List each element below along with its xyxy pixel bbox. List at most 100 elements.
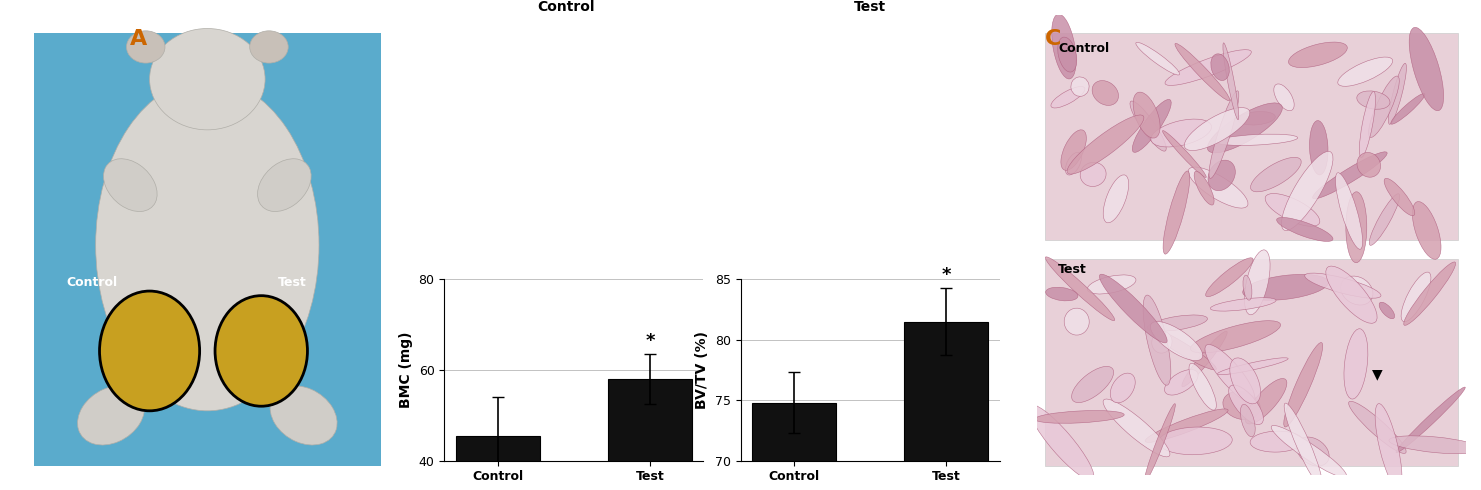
- Ellipse shape: [572, 100, 588, 110]
- Ellipse shape: [899, 174, 915, 185]
- Ellipse shape: [945, 112, 967, 126]
- Ellipse shape: [909, 124, 932, 141]
- Ellipse shape: [780, 60, 785, 66]
- FancyBboxPatch shape: [34, 33, 381, 466]
- Ellipse shape: [828, 158, 840, 179]
- Ellipse shape: [612, 87, 621, 94]
- Ellipse shape: [846, 61, 859, 70]
- Ellipse shape: [1360, 92, 1376, 157]
- Ellipse shape: [914, 106, 920, 122]
- Ellipse shape: [502, 178, 530, 189]
- Ellipse shape: [942, 66, 954, 76]
- Ellipse shape: [1146, 326, 1216, 370]
- Ellipse shape: [589, 144, 594, 164]
- Ellipse shape: [1281, 151, 1333, 230]
- Ellipse shape: [803, 58, 816, 71]
- Ellipse shape: [789, 116, 810, 124]
- Ellipse shape: [505, 129, 517, 148]
- Ellipse shape: [625, 91, 637, 95]
- Ellipse shape: [887, 146, 900, 163]
- Ellipse shape: [929, 109, 948, 118]
- Ellipse shape: [776, 83, 780, 97]
- Ellipse shape: [819, 156, 826, 162]
- Ellipse shape: [850, 177, 865, 195]
- Ellipse shape: [484, 163, 495, 188]
- Ellipse shape: [484, 72, 496, 81]
- Ellipse shape: [1243, 274, 1328, 300]
- Ellipse shape: [806, 116, 831, 127]
- Ellipse shape: [775, 158, 794, 170]
- Ellipse shape: [900, 62, 909, 74]
- Ellipse shape: [653, 138, 659, 153]
- Ellipse shape: [846, 33, 866, 40]
- Ellipse shape: [569, 82, 582, 105]
- Ellipse shape: [449, 90, 468, 98]
- Ellipse shape: [823, 149, 850, 158]
- Ellipse shape: [769, 148, 786, 157]
- Ellipse shape: [1229, 385, 1263, 424]
- Title: Test: Test: [855, 0, 886, 14]
- Ellipse shape: [957, 57, 966, 72]
- Ellipse shape: [917, 134, 930, 146]
- Ellipse shape: [872, 88, 884, 106]
- Ellipse shape: [1397, 387, 1465, 453]
- Ellipse shape: [573, 112, 600, 121]
- Ellipse shape: [637, 166, 647, 171]
- Ellipse shape: [1277, 218, 1333, 242]
- Ellipse shape: [541, 163, 554, 168]
- Ellipse shape: [812, 107, 826, 128]
- Ellipse shape: [798, 149, 809, 158]
- Ellipse shape: [1151, 321, 1203, 361]
- Ellipse shape: [1087, 275, 1136, 294]
- Ellipse shape: [764, 84, 779, 92]
- Ellipse shape: [884, 38, 911, 48]
- Ellipse shape: [1158, 427, 1232, 455]
- Ellipse shape: [820, 98, 828, 118]
- Ellipse shape: [889, 40, 918, 50]
- Ellipse shape: [499, 100, 520, 118]
- Ellipse shape: [902, 162, 911, 174]
- Ellipse shape: [1145, 404, 1176, 482]
- Ellipse shape: [477, 97, 496, 112]
- Ellipse shape: [615, 37, 625, 46]
- Ellipse shape: [895, 90, 909, 96]
- Ellipse shape: [509, 164, 527, 189]
- Ellipse shape: [646, 59, 658, 71]
- Ellipse shape: [757, 122, 766, 137]
- Ellipse shape: [1410, 27, 1444, 111]
- Ellipse shape: [1223, 43, 1238, 120]
- Ellipse shape: [575, 129, 597, 141]
- Ellipse shape: [96, 79, 318, 411]
- Ellipse shape: [1340, 276, 1373, 305]
- Ellipse shape: [1274, 84, 1294, 111]
- Ellipse shape: [930, 74, 946, 92]
- Ellipse shape: [819, 78, 849, 83]
- Ellipse shape: [584, 198, 598, 206]
- Ellipse shape: [572, 130, 604, 146]
- Ellipse shape: [915, 188, 936, 200]
- Ellipse shape: [940, 110, 951, 118]
- Ellipse shape: [955, 163, 967, 174]
- Ellipse shape: [860, 54, 866, 63]
- Ellipse shape: [852, 145, 865, 157]
- Ellipse shape: [772, 113, 780, 119]
- Ellipse shape: [877, 114, 881, 121]
- Ellipse shape: [572, 82, 604, 91]
- Ellipse shape: [501, 172, 515, 180]
- Ellipse shape: [582, 83, 592, 91]
- Ellipse shape: [632, 164, 669, 167]
- Title: Control: Control: [538, 0, 595, 14]
- Ellipse shape: [644, 90, 656, 102]
- Ellipse shape: [868, 107, 883, 116]
- Bar: [752, 403, 835, 490]
- Ellipse shape: [1145, 409, 1228, 442]
- Ellipse shape: [533, 110, 541, 131]
- Ellipse shape: [609, 156, 622, 170]
- Ellipse shape: [443, 132, 472, 146]
- Text: *: *: [942, 266, 951, 284]
- Ellipse shape: [591, 108, 621, 120]
- Ellipse shape: [517, 63, 535, 70]
- Ellipse shape: [899, 33, 906, 44]
- Ellipse shape: [794, 118, 809, 131]
- Ellipse shape: [973, 145, 989, 159]
